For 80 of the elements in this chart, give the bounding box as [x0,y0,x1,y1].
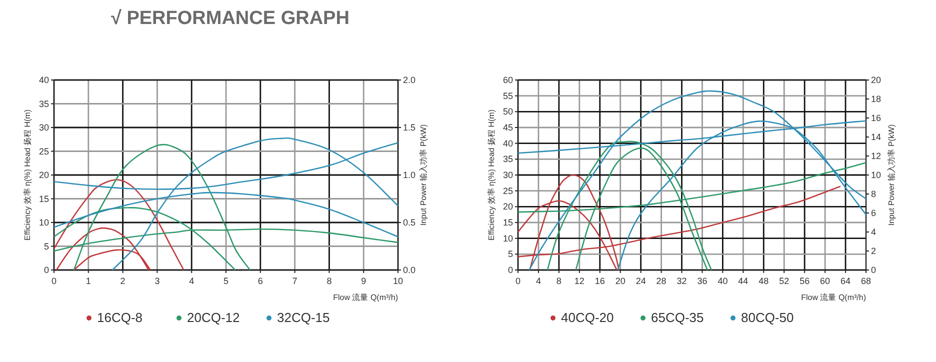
y2-tick-label: 0 [871,265,876,275]
x-tick-label: 4 [536,276,541,286]
x-tick-label: 0 [515,276,521,286]
legend-label: 40CQ-20 [561,310,614,325]
y2-tick-label: 10 [871,170,882,180]
x-tick-label: 5 [223,276,229,286]
x-tick-label: 4 [189,276,194,286]
legend-label: 65CQ-35 [651,310,704,325]
y2-tick-label: 18 [871,94,882,104]
y-tick-label: 45 [502,122,513,132]
y-tick-label: 15 [502,218,513,228]
x-tick-label: 36 [697,276,708,286]
y-tick-label: 5 [44,241,49,252]
x-tick-label: 20 [615,276,626,286]
y2-tick-label: 2 [871,246,876,256]
legend-label: 80CQ-50 [741,310,794,325]
y-tick-label: 40 [502,138,513,148]
legend-label: 32CQ-15 [277,310,330,325]
y2-tick-label: 20 [871,75,882,85]
x-tick-label: 7 [292,276,298,286]
x-tick-label: 56 [800,276,810,286]
y-tick-label: 35 [502,154,513,164]
x-tick-label: 40 [718,276,728,286]
chart-title: √ PERFORMANCE GRAPH [111,8,350,29]
x-tick-label: 6 [258,276,263,286]
y-tick-label: 30 [38,122,49,132]
y2-tick-label: 6 [871,208,876,218]
y2-axis-title: Input Power 输入功率 P(kW) [419,124,428,226]
y-axis-title: Efficiency 效率 η(%) Head 扬程 H(m) [23,109,32,240]
y2-tick-label: 0.5 [403,218,416,228]
x-tick-label: 64 [840,276,851,286]
y-tick-label: 0 [44,265,49,275]
x-tick-label: 52 [779,276,790,286]
y2-tick-label: 1.0 [403,170,416,180]
x-tick-label: 12 [574,276,584,286]
y-tick-label: 15 [38,194,49,204]
y-tick-label: 5 [508,249,513,260]
x-tick-label: 3 [154,276,160,286]
x-tick-label: 24 [636,276,646,286]
y2-tick-label: 8 [871,189,876,199]
x-tick-label: 16 [594,276,605,286]
x-tick-label: 2 [120,276,126,286]
x-tick-label: 32 [676,276,687,286]
y2-tick-label: 1.5 [403,122,416,132]
x-tick-label: 10 [392,276,404,286]
x-tick-label: 9 [361,276,366,286]
x-axis-title: Flow 流量 Q(m³/h) [333,293,398,302]
y2-tick-label: 4 [871,227,876,237]
y2-tick-label: 2.0 [403,75,416,85]
y-tick-label: 25 [38,146,49,156]
y-tick-label: 35 [38,98,49,109]
y-tick-label: 50 [502,106,513,117]
x-tick-label: 44 [738,276,748,286]
y-tick-label: 20 [502,202,513,212]
x-tick-label: 68 [860,276,872,286]
x-tick-label: 8 [326,276,332,286]
x-axis-title: Flow 流量 Q(m³/h) [801,293,866,302]
y-tick-label: 55 [502,90,513,101]
y2-tick-label: 0.0 [403,265,416,275]
y2-axis-title: Input Power 输入功率 P(kW) [887,124,896,226]
y2-tick-label: 16 [871,113,882,123]
y-tick-label: 0 [508,265,513,275]
legend-label: 20CQ-12 [187,310,240,325]
y2-tick-label: 14 [871,132,882,142]
x-tick-label: 60 [820,276,830,286]
legend-label: 16CQ-8 [97,310,143,325]
x-tick-label: 48 [758,276,769,286]
x-tick-label: 0 [51,276,57,286]
y-tick-label: 25 [502,186,513,196]
y-tick-label: 10 [38,218,49,228]
y-tick-label: 10 [502,233,513,244]
y-axis-title: Efficiency 效率 η(%) Head 扬程 H(m) [487,109,496,240]
x-tick-label: 1 [86,276,91,286]
y-tick-label: 30 [502,170,513,180]
x-tick-label: 28 [656,276,666,286]
x-tick-label: 8 [556,276,562,286]
y-tick-label: 40 [38,75,49,85]
y-tick-label: 60 [502,75,513,85]
y2-tick-label: 12 [871,151,882,161]
y-tick-label: 20 [38,170,49,180]
